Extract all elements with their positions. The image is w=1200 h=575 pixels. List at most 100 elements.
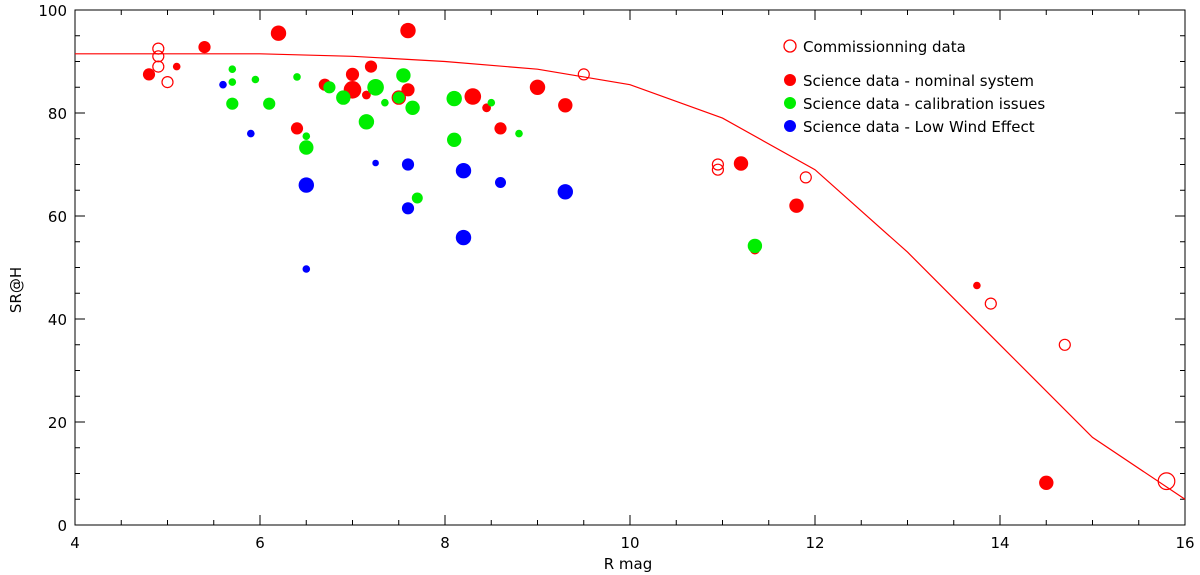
y-tick-label: 100: [38, 2, 67, 20]
data-point: [152, 60, 165, 73]
x-tick-label: 8: [440, 534, 450, 552]
data-point: [529, 79, 546, 96]
data-point: [1039, 475, 1054, 490]
data-point: [302, 132, 311, 140]
legend-entry-calibration: Science data - calibration issues: [784, 95, 1045, 113]
data-point: [494, 122, 507, 135]
data-point: [251, 75, 260, 84]
data-point: [711, 158, 725, 171]
data-point: [381, 98, 389, 107]
data-point: [392, 91, 405, 104]
data-point: [401, 202, 415, 215]
data-point: [401, 83, 415, 97]
data-point: [711, 163, 725, 176]
model-curve-line: [75, 53, 1186, 500]
legend-label-commissioning: Commissionning data: [803, 38, 966, 56]
data-point: [577, 68, 590, 81]
y-tick-label: 60: [48, 208, 67, 226]
model-curve-layer: [75, 53, 1186, 500]
legend-marker-commissioning: [783, 39, 797, 53]
legend-label-low-wind: Science data - Low Wind Effect: [803, 118, 1035, 136]
data-point: [336, 90, 351, 105]
legend-entry-low-wind: Science data - Low Wind Effect: [784, 118, 1035, 136]
data-point: [299, 140, 314, 155]
data-point: [298, 177, 314, 193]
legend-marker-nominal: [784, 74, 796, 86]
data-point: [228, 65, 237, 73]
data-point: [515, 129, 523, 138]
data-point: [482, 103, 491, 113]
x-tick-label: 10: [620, 534, 639, 552]
data-point: [364, 60, 378, 73]
data-point: [464, 88, 482, 105]
series-commissionning-data: [152, 42, 1176, 491]
data-point: [400, 22, 416, 39]
data-point: [1157, 472, 1176, 491]
data-points-layer: [142, 22, 1176, 491]
legend-label-nominal: Science data - nominal system: [803, 72, 1034, 90]
data-point: [142, 68, 156, 81]
data-point: [323, 81, 336, 94]
data-point: [487, 98, 496, 107]
data-point: [495, 177, 506, 188]
data-point: [290, 122, 304, 135]
legend: Commissionning data Science data - nomin…: [783, 38, 1045, 136]
data-point: [172, 62, 181, 71]
data-point: [557, 184, 573, 200]
data-point: [198, 41, 211, 54]
data-point: [219, 80, 227, 89]
y-tick-label: 0: [57, 517, 67, 535]
y-tick-label: 20: [48, 414, 67, 432]
y-tick-label: 40: [48, 311, 67, 329]
data-point: [401, 158, 415, 171]
data-point: [789, 198, 804, 213]
x-tick-label: 16: [1175, 534, 1194, 552]
data-point: [799, 171, 812, 184]
data-point: [358, 114, 375, 130]
y-tick-label: 80: [48, 105, 67, 123]
data-point: [984, 297, 997, 310]
data-point: [747, 238, 763, 254]
data-point: [411, 192, 423, 204]
data-point: [161, 75, 174, 89]
data-point: [1058, 338, 1071, 351]
data-point: [152, 42, 165, 55]
legend-marker-calibration: [784, 97, 796, 109]
tick-labels-layer: 4 6 8 10 12 14 16 0 20 40 60 80 100: [38, 2, 1194, 552]
series-science-data-nominal-system: [142, 22, 1054, 490]
data-point: [302, 265, 311, 273]
data-point: [405, 100, 420, 116]
series-science-data-calibration-issues: [226, 65, 763, 254]
data-point: [733, 156, 749, 171]
legend-marker-low-wind: [784, 120, 796, 132]
legend-entry-nominal: Science data - nominal system: [784, 72, 1034, 90]
data-point: [263, 97, 276, 110]
series-science-data-low-wind-effect: [219, 80, 573, 273]
data-point: [447, 132, 462, 147]
data-point: [455, 163, 472, 179]
data-point: [558, 98, 573, 113]
legend-label-calibration: Science data - calibration issues: [803, 95, 1045, 113]
data-point: [446, 90, 462, 107]
legend-entry-commissioning: Commissionning data: [783, 38, 966, 56]
y-axis-label: SR@H: [7, 267, 25, 313]
x-tick-label: 14: [990, 534, 1009, 552]
data-point: [152, 50, 165, 63]
axes-layer: [74, 9, 1186, 526]
data-point: [345, 67, 360, 81]
data-point: [372, 159, 379, 167]
data-point: [396, 68, 411, 83]
data-point: [228, 78, 237, 86]
data-point: [973, 281, 981, 290]
data-point: [455, 229, 472, 246]
data-point: [367, 79, 384, 96]
data-point: [226, 97, 239, 110]
x-tick-label: 12: [805, 534, 824, 552]
x-tick-label: 4: [70, 534, 80, 552]
data-point: [293, 73, 301, 81]
data-point: [247, 129, 255, 138]
x-tick-label: 6: [255, 534, 265, 552]
x-axis-label: R mag: [604, 555, 653, 573]
data-point: [270, 25, 287, 41]
